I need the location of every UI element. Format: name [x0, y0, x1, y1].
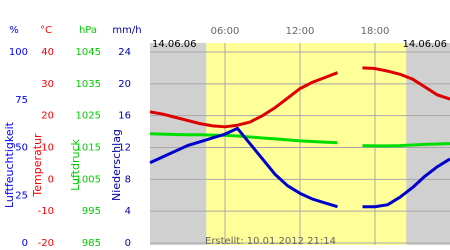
- date-left: 14.06.06: [152, 39, 197, 50]
- y-tick-label: 4: [125, 206, 131, 217]
- y-tick-label: 985: [82, 238, 101, 249]
- axis-unit: mm/h: [112, 25, 141, 36]
- y-tick-label: 75: [15, 95, 28, 106]
- axis-unit: %: [9, 25, 19, 36]
- x-tick-label: 12:00: [286, 26, 315, 37]
- y-tick-label: 0: [48, 174, 54, 185]
- y-tick-label: 40: [41, 47, 54, 58]
- series-line: [149, 126, 338, 209]
- y-tick-label: -20: [38, 238, 54, 249]
- series-line: [362, 66, 450, 101]
- x-tick-label: 18:00: [361, 26, 390, 37]
- y-tick-label: 20: [41, 111, 54, 122]
- y-tick-label: 1015: [76, 143, 101, 154]
- y-tick-label: 0: [125, 238, 131, 249]
- y-tick-label: 20: [118, 79, 131, 90]
- series-line: [362, 142, 450, 148]
- x-tick-label: 06:00: [211, 26, 240, 37]
- axis-unit: hPa: [79, 25, 97, 36]
- y-tick-label: 1045: [76, 47, 101, 58]
- axis-label: Luftdruck: [69, 138, 82, 190]
- y-tick-label: 16: [118, 111, 131, 122]
- y-tick-label: 1035: [76, 79, 101, 90]
- y-tick-label: 24: [118, 47, 131, 58]
- axis-label: Luftfeuchtigkeit: [3, 121, 16, 208]
- y-tick-label: 1005: [76, 174, 101, 185]
- y-tick-label: 0: [22, 238, 28, 249]
- axis-unit: °C: [40, 25, 52, 36]
- y-tick-label: 25: [15, 190, 28, 201]
- series-line: [149, 71, 339, 129]
- y-tick-label: -10: [38, 206, 54, 217]
- y-tick-label: 10: [41, 143, 54, 154]
- daylight-band: [206, 43, 407, 245]
- y-tick-label: 30: [41, 79, 54, 90]
- y-tick-label: 1025: [76, 111, 101, 122]
- date-right: 14.06.06: [402, 39, 447, 50]
- footer: Erstellt: 10.01.2012 21:14: [205, 236, 336, 247]
- y-tick-label: 50: [15, 143, 28, 154]
- axis-label: Niederschlag: [110, 129, 123, 201]
- y-tick-label: 100: [9, 47, 28, 58]
- y-tick-label: 8: [125, 174, 131, 185]
- axis-label: Temperatur: [31, 133, 44, 198]
- y-tick-label: 12: [118, 143, 131, 154]
- series-line: [362, 157, 450, 209]
- y-tick-label: 995: [82, 206, 101, 217]
